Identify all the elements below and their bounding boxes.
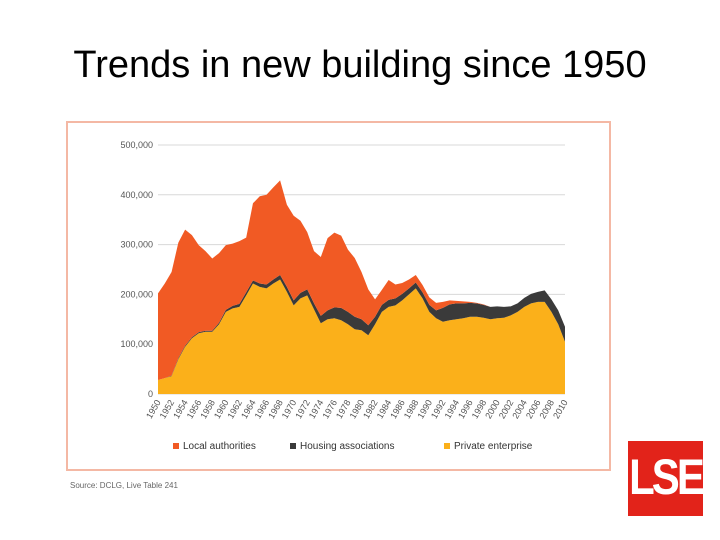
y-tick-layer: 0 100,000 200,000 300,000 400,000 500,000 [120,140,153,399]
y-tick-label: 100,000 [120,339,153,349]
slide-title: Trends in new building since 1950 [73,44,647,86]
area-local-authorities [158,180,565,381]
x-tick-label: 2010 [551,398,570,420]
y-tick-label: 0 [148,389,153,399]
legend-swatch-local-authorities [173,443,179,449]
area-housing-associations [158,274,565,381]
legend-swatch-private-enterprise [444,443,450,449]
lse-logo: LSE [628,441,705,516]
y-tick-label: 500,000 [120,140,153,150]
lse-logo-text: LSE [629,448,705,505]
y-tick-label: 300,000 [120,240,153,250]
area-layer [158,180,565,394]
x-tick-layer: 1950195219541956195819601962196419661968… [144,398,570,420]
area-private-enterprise [158,279,565,394]
legend-label-housing-associations: Housing associations [300,441,395,452]
chart-frame: 0 100,000 200,000 300,000 400,000 500,000 195… [66,121,611,471]
legend-label-private-enterprise: Private enterprise [454,441,533,452]
y-tick-label: 400,000 [120,190,153,200]
stacked-area-chart: 0 100,000 200,000 300,000 400,000 500,000 195… [120,140,570,452]
y-tick-label: 200,000 [120,289,153,299]
legend-swatch-housing-associations [290,443,296,449]
legend: Local authorities Housing associations Pri… [173,441,533,452]
legend-label-local-authorities: Local authorities [183,441,256,452]
source-note: Source: DCLG, Live Table 241 [70,481,178,490]
